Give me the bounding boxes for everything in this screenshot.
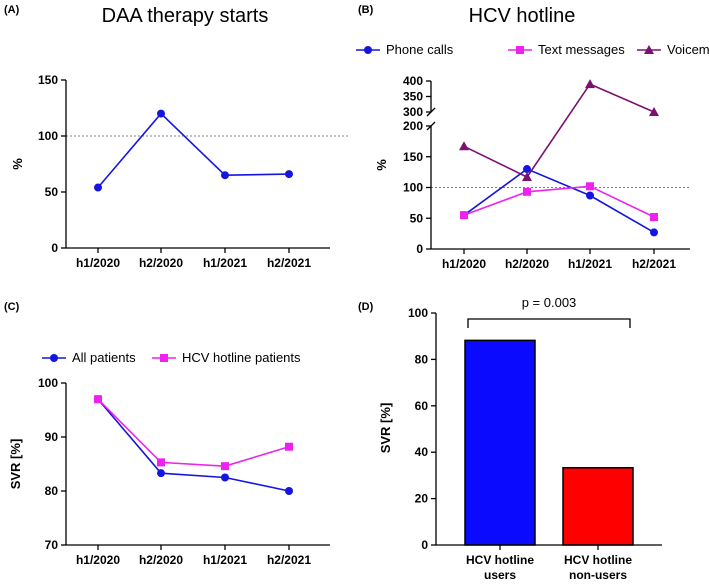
chart3-bar-0: [464, 339, 536, 546]
chart3-annotation: p = 0.003: [522, 295, 577, 310]
chart1-series-2-point-3: [649, 107, 659, 116]
chart1-series-0-line: [463, 168, 655, 234]
chart1-ytick-label-5: 300: [403, 105, 423, 119]
chart0-series-0-point-0: [94, 183, 102, 192]
chart2-ytick-label-1: 80: [45, 484, 59, 498]
chart0-ytick-label-3: 150: [38, 73, 58, 87]
chart1-legend-0-label: Phone calls: [386, 42, 454, 57]
chart3-ytick-label-4: 80: [415, 352, 429, 366]
chart3-xtick-label-0-1: users: [484, 568, 516, 582]
chart2-series-1-point-1: [157, 458, 165, 467]
chart1-ytick-label-6: 350: [403, 90, 423, 104]
chart2-series-1-point-0: [94, 395, 102, 404]
chart1-ytick-label-4: 200: [403, 119, 423, 133]
chart3-significance-bracket: [467, 318, 631, 328]
chart1-y-axis-title: %: [374, 159, 389, 171]
chart2-xtick-label-1: h2/2020: [139, 553, 183, 567]
chart3-xtick-label-0-0: HCV hotline: [466, 553, 534, 567]
chart2-legend-0-label: All patients: [72, 350, 136, 365]
chart2-ytick-label-0: 70: [45, 538, 59, 552]
chart2-series-0-point-2: [221, 473, 229, 482]
chart1-series-1-point-1: [523, 187, 531, 196]
chart0-xtick-label-1: h2/2020: [139, 256, 183, 270]
chart1-legend-0-marker: [364, 46, 372, 54]
chart3-y-axis-title: SVR [%]: [378, 403, 393, 454]
chart2-series-0-point-3: [285, 487, 293, 495]
chart1-xtick-label-2: h1/2021: [568, 257, 612, 271]
chart2-legend-0-marker: [50, 354, 58, 362]
chart3-xtick-label-1-0: HCV hotline: [564, 553, 632, 567]
chart2-series-1-point-3: [285, 442, 293, 451]
chart1-ytick-label-0: 0: [416, 242, 423, 256]
chart1-series-2-line: [463, 83, 655, 179]
chart2-ytick-label-3: 100: [38, 376, 58, 390]
chart0-ytick-label-0: 0: [51, 241, 58, 255]
chart3-ytick-label-2: 40: [415, 445, 429, 459]
chart2-series-0-line: [97, 398, 290, 492]
chart0-series-0-line: [97, 112, 290, 189]
chart1-ytick-label-7: 400: [403, 74, 423, 88]
chart1-series-1-point-2: [586, 182, 594, 191]
chart2-xtick-label-0: h1/2020: [76, 553, 120, 567]
chart2-xtick-label-2: h1/2021: [203, 553, 247, 567]
chart2-legend-1-label: HCV hotline patients: [182, 350, 301, 365]
chart1-ytick-label-2: 100: [403, 181, 423, 195]
chart2-y-axis-title: SVR [%]: [8, 439, 23, 490]
chart2-legend-1-marker: [160, 354, 168, 362]
chart1-legend-2-label: Voicemails: [667, 42, 709, 57]
chart1-series-1-line: [463, 185, 655, 218]
chart1-xtick-label-0: h1/2020: [442, 257, 486, 271]
chart2-series-1-point-2: [221, 462, 229, 471]
chart1-ytick-label-1: 50: [410, 211, 424, 225]
chart1-series-2-point-1: [522, 172, 532, 182]
chart0-series-0-point-2: [221, 171, 229, 180]
chart3-ytick-label-3: 60: [415, 399, 429, 413]
chart3-xtick-label-1-1: non-users: [569, 568, 627, 582]
chart1-series-2-point-0: [459, 141, 469, 151]
chart1-series-0-point-3: [650, 228, 658, 237]
chart1-series-2-point-2: [585, 79, 595, 89]
chart1-title: HCV hotline: [469, 5, 576, 27]
chart0-panel-label: (A): [4, 4, 20, 16]
chart0-series-0-point-1: [157, 109, 165, 118]
chart1-xtick-label-1: h2/2020: [505, 257, 549, 271]
chart2-series-1-line: [97, 398, 290, 467]
chart3-panel-label: (D): [358, 301, 374, 313]
chart1-series-1-point-0: [460, 211, 468, 220]
chart1-series-0-point-2: [586, 191, 594, 200]
chart3-bar-1: [562, 466, 634, 546]
chart0-series-0-point-3: [285, 170, 293, 179]
chart2-xtick-label-3: h2/2021: [267, 553, 311, 567]
chart3-ytick-label-0: 0: [421, 538, 428, 552]
chart0-ytick-label-2: 100: [38, 129, 58, 143]
chart2-series-0-point-1: [157, 469, 165, 478]
chart1-series-0-point-1: [523, 165, 531, 174]
chart2-ytick-label-2: 90: [45, 430, 59, 444]
chart3-ytick-label-5: 100: [408, 306, 428, 320]
chart1-xtick-label-3: h2/2021: [632, 257, 676, 271]
chart0-title: DAA therapy starts: [102, 5, 269, 27]
chart2-panel-label: (C): [4, 301, 20, 313]
chart0-xtick-label-0: h1/2020: [76, 256, 120, 270]
chart1-series-1-point-3: [650, 213, 658, 222]
chart1-legend-2-marker: [644, 45, 654, 54]
chart0-y-axis-title: %: [10, 158, 25, 170]
chart3-ytick-label-1: 20: [415, 492, 429, 506]
chart1-legend-1-label: Text messages: [538, 42, 625, 57]
chart0-ytick-label-1: 50: [45, 185, 59, 199]
chart1-legend-1-marker: [516, 46, 524, 54]
chart0-xtick-label-2: h1/2021: [203, 256, 247, 270]
chart1-ytick-label-3: 150: [403, 150, 423, 164]
chart1-panel-label: (B): [358, 4, 374, 16]
chart0-xtick-label-3: h2/2021: [267, 256, 311, 270]
